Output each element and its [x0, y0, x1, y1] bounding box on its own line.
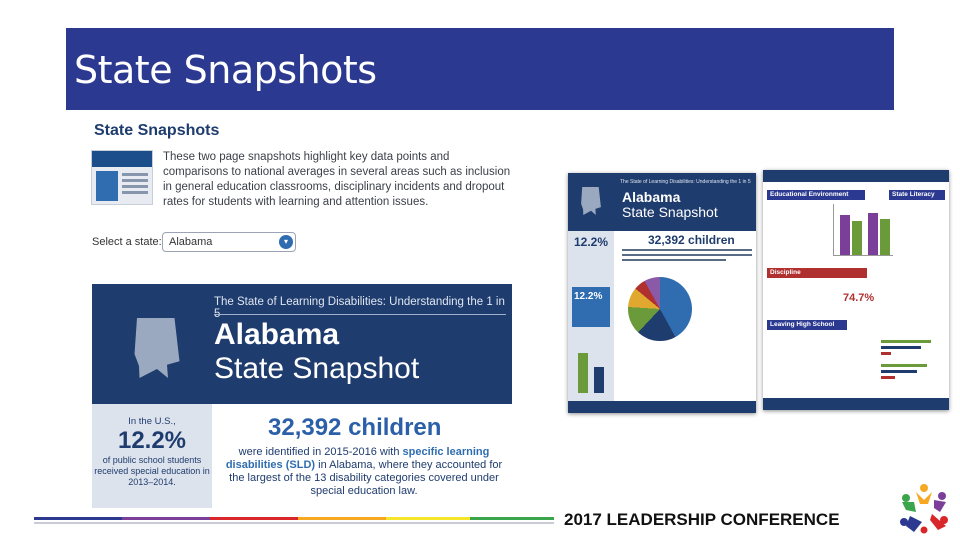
page1-alabama-percent: 12.2%	[574, 291, 603, 302]
page1-title: State Snapshot	[622, 204, 718, 220]
footer-stripe	[122, 517, 210, 520]
edu-bar	[868, 213, 878, 255]
section-discipline: Discipline	[767, 268, 867, 278]
snapshot-page-2: Educational Environment State Literacy L…	[763, 170, 949, 410]
alabama-map-icon	[581, 187, 601, 215]
page-heading: State Snapshots	[94, 122, 220, 139]
page1-pie-chart	[628, 277, 692, 341]
state-select-label: Select a state:	[92, 236, 162, 248]
snapshot-lower: In the U.S., 12.2% of public school stud…	[92, 404, 512, 508]
snapshot-page-1: The State of Learning Disabilities: Unde…	[568, 173, 756, 413]
conference-logo	[900, 484, 948, 534]
page1-subtitle: The State of Learning Disabilities: Unde…	[620, 179, 751, 185]
page1-title-state: Alabama	[622, 189, 681, 205]
children-description: were identified in 2015-2016 with specif…	[225, 446, 503, 497]
us-percent: 12.2%	[117, 427, 187, 454]
snapshot-title: State Snapshot	[214, 352, 420, 385]
edu-bar	[852, 221, 862, 255]
edu-bar	[880, 219, 890, 255]
hs-bar	[881, 370, 917, 373]
mini-bar	[594, 367, 604, 393]
section-educational: Educational Environment	[767, 190, 865, 200]
page1-children-count: 32,392 children	[648, 233, 735, 247]
children-count: 32,392 children	[268, 414, 442, 441]
us-label: In the U.S.,	[128, 416, 176, 427]
snapshot-subtitle: The State of Learning Disabilities: Unde…	[214, 296, 505, 320]
title-bar: State Snapshots	[66, 28, 894, 110]
footer-text: 2017 LEADERSHIP CONFERENCE	[564, 510, 840, 529]
alabama-map-icon	[134, 318, 180, 378]
us-stat-box: In the U.S., 12.2% of public school stud…	[92, 404, 212, 508]
chevron-down-icon[interactable]: ▾	[279, 235, 293, 249]
page2-footer	[763, 398, 949, 410]
section-hs: Leaving High School	[767, 320, 847, 330]
footer-stripe	[298, 517, 386, 520]
sld-highlight: specific learning disabilities (SLD)	[225, 446, 490, 471]
page1-description	[622, 249, 752, 271]
footer-stripe	[386, 517, 470, 520]
footer-stripe	[470, 517, 554, 520]
page1-mini-chart	[574, 343, 610, 393]
hs-bar	[881, 340, 931, 343]
hs-bar	[881, 352, 891, 355]
page1-us-percent: 12.2%	[574, 235, 609, 249]
snapshot-thumbnail[interactable]	[91, 150, 153, 205]
page1-sidebar: 12.2% 12.2%	[568, 231, 614, 401]
footer-stripe	[210, 517, 298, 520]
snapshot-preview: The State of Learning Disabilities: Unde…	[92, 284, 512, 508]
page2-header	[763, 170, 949, 182]
edu-bar	[840, 215, 850, 255]
hs-bar	[881, 376, 895, 379]
state-select-value: Alabama	[169, 236, 213, 248]
footer-stripe-light	[34, 522, 554, 524]
page1-alabama-box	[572, 287, 610, 327]
mini-bar	[578, 353, 588, 393]
snapshot-title-state: Alabama	[214, 318, 340, 351]
hs-bar	[881, 364, 927, 367]
state-select[interactable]: Alabama ▾	[162, 232, 296, 252]
divider	[214, 314, 506, 315]
education-bar-chart	[833, 204, 893, 256]
page-description: These two page snapshots highlight key d…	[163, 151, 511, 208]
slide-title: State Snapshots	[74, 48, 377, 92]
page1-footer	[568, 401, 756, 413]
discipline-percent: 74.7%	[843, 292, 875, 304]
hs-bar	[881, 346, 921, 349]
us-description: of public school students received speci…	[94, 455, 210, 487]
page1-header: The State of Learning Disabilities: Unde…	[568, 173, 756, 231]
hs-bar-chart	[881, 338, 939, 394]
webpage-screenshot: State Snapshots These two page snapshots…	[90, 118, 515, 508]
footer-stripe	[34, 517, 122, 520]
section-literacy: State Literacy Laws	[889, 190, 945, 208]
